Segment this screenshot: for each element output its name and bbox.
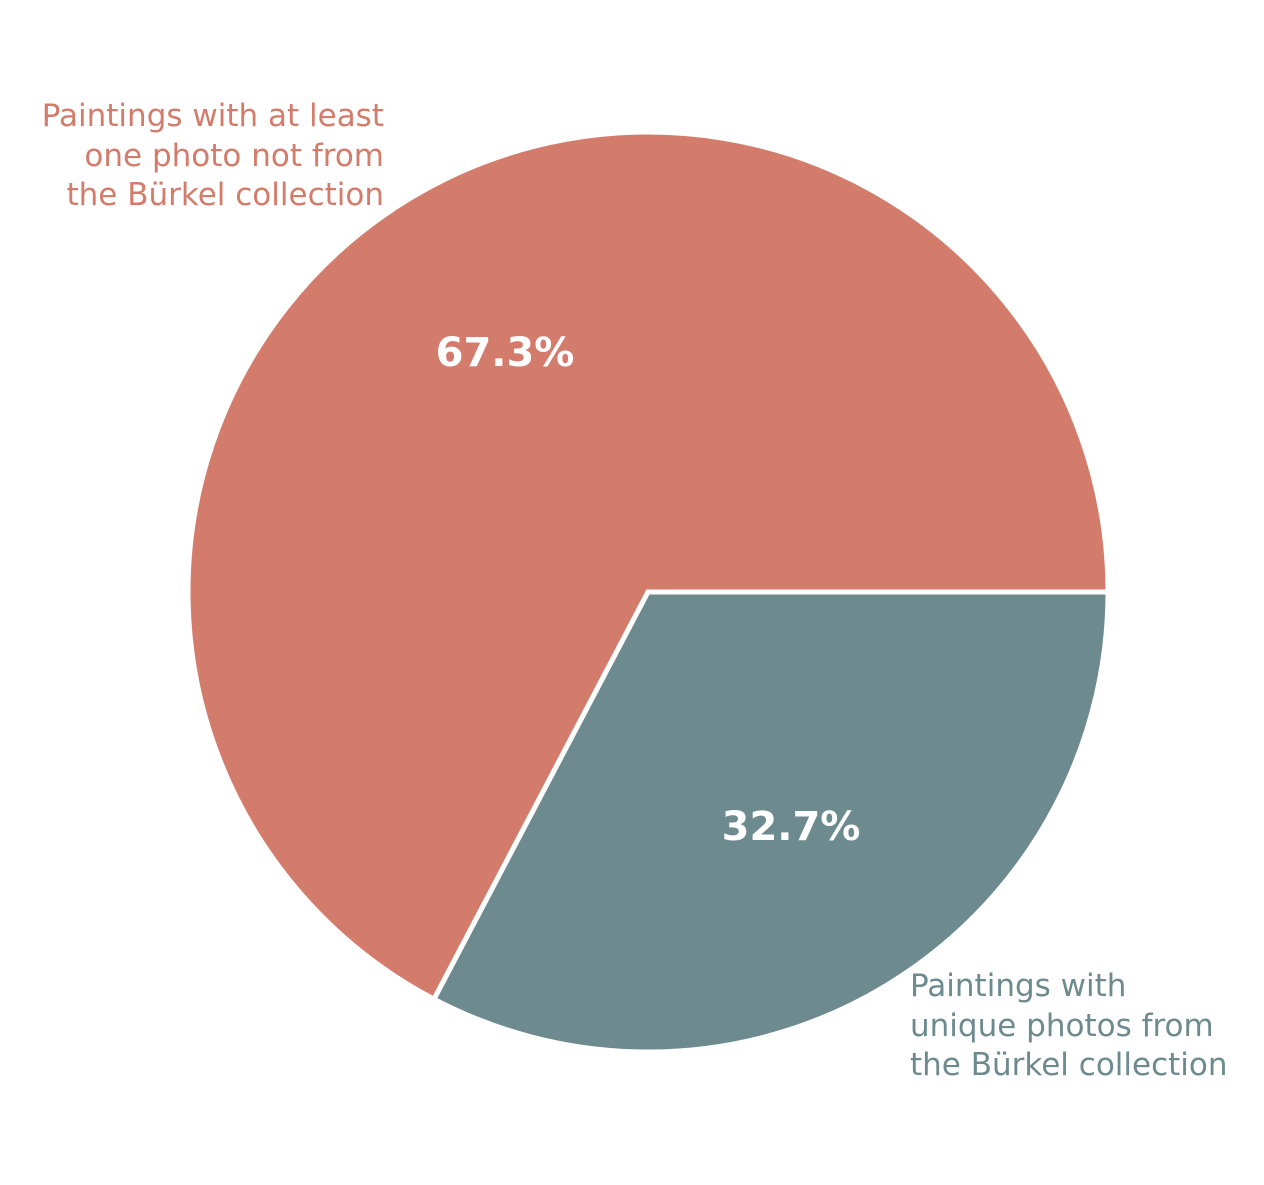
slice-label-line: Paintings with	[910, 968, 1126, 1004]
slice-label-line: unique photos from	[910, 1008, 1214, 1044]
slice-label-line: one photo not from	[84, 138, 384, 174]
slice-label-line: the Bürkel collection	[910, 1047, 1228, 1083]
pie-slice-paintings-with-other-photos	[185, 129, 1111, 1003]
slice-label-paintings-with-unique-photos: Paintings with unique photos from the Bü…	[910, 968, 1228, 1083]
pie-slices	[185, 129, 1111, 1055]
slice-label-paintings-with-other-photos: Paintings with at least one photo not fr…	[42, 98, 384, 213]
slice-label-line: Paintings with at least	[42, 98, 384, 134]
pie-slice-value-label: 32.7%	[722, 804, 861, 850]
slice-label-line: the Bürkel collection	[66, 177, 384, 213]
pie-slice-value-label: 67.3%	[436, 330, 575, 376]
pie-slice-paintings-with-unique-photos	[430, 589, 1111, 1055]
